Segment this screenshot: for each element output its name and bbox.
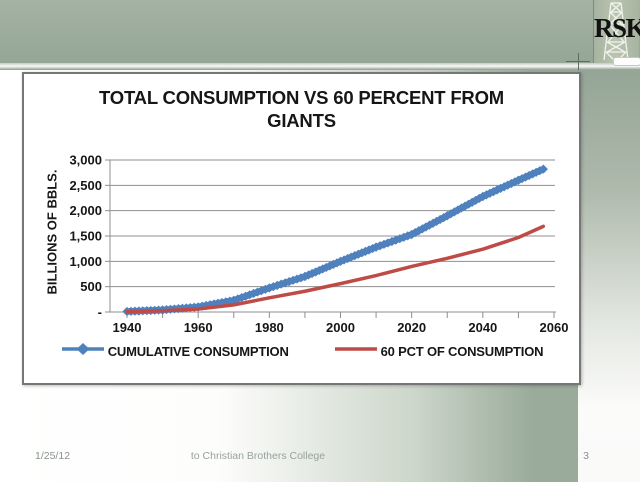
- chart-title-line2: GIANTS: [267, 110, 336, 131]
- chart-legend: CUMULATIVE CONSUMPTION 60 PCT OF CONSUMP…: [24, 342, 579, 361]
- legend-item-60pct: 60 PCT OF CONSUMPTION: [333, 342, 544, 361]
- svg-text:1,500: 1,500: [69, 229, 102, 244]
- rsk-logo: RSK: [593, 0, 640, 63]
- svg-text:1940: 1940: [113, 320, 142, 335]
- footer-date: 1/25/12: [35, 450, 71, 462]
- legend-swatch-cumulative-consumption: [60, 342, 106, 361]
- logo-text: RSK: [594, 13, 640, 43]
- chart-panel: TOTAL CONSUMPTION VS 60 PERCENT FROM GIA…: [22, 72, 581, 385]
- legend-item-cumulative: CUMULATIVE CONSUMPTION: [60, 342, 289, 361]
- right-sidebar-gradient: [578, 63, 640, 482]
- legend-label-60pct-consumption: 60 PCT OF CONSUMPTION: [380, 344, 544, 359]
- legend-swatch-60pct-consumption: [333, 342, 379, 361]
- svg-text:2040: 2040: [468, 320, 497, 335]
- svg-text:2,000: 2,000: [69, 203, 102, 218]
- svg-text:2,500: 2,500: [69, 178, 102, 193]
- svg-text:-: -: [98, 305, 102, 320]
- svg-text:2060: 2060: [540, 320, 569, 335]
- chart-title-line1: TOTAL CONSUMPTION VS 60 PERCENT FROM: [99, 87, 504, 108]
- svg-text:1,000: 1,000: [69, 254, 102, 269]
- svg-text:1980: 1980: [255, 320, 284, 335]
- svg-text:3,000: 3,000: [69, 153, 102, 168]
- svg-text:2020: 2020: [397, 320, 426, 335]
- svg-text:2000: 2000: [326, 320, 355, 335]
- top-banner: [0, 0, 640, 63]
- svg-text:1960: 1960: [184, 320, 213, 335]
- svg-text:500: 500: [80, 279, 102, 294]
- crosshair-decor-vertical: [578, 53, 579, 70]
- footer-credit: to Christian Brothers College: [190, 450, 326, 462]
- chart-title: TOTAL CONSUMPTION VS 60 PERCENT FROM GIA…: [24, 86, 579, 132]
- theme-pill-decor: [613, 57, 640, 66]
- legend-label-cumulative-consumption: CUMULATIVE CONSUMPTION: [107, 344, 289, 359]
- banner-divider-line: [0, 63, 640, 70]
- slide-number: 3: [583, 450, 589, 462]
- oil-derrick-icon: [603, 2, 629, 63]
- chart-plot: - 500 1,000 1,500 2,000 2,500 3,000 1940 1960 198…: [69, 153, 569, 336]
